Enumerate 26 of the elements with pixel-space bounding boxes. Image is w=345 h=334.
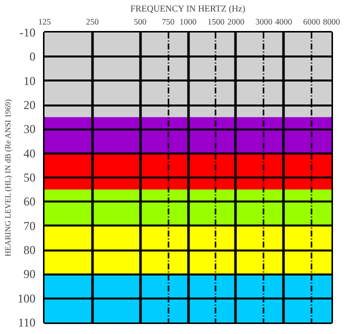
y-tick-label: 110: [18, 316, 36, 330]
x-tick-label: 1000: [180, 16, 196, 26]
x-axis-title: FREQUENCY IN HERTZ (Hz): [130, 4, 246, 14]
y-tick-label: 20: [24, 98, 36, 112]
y-axis-title: HEARING LEVEL (HL) IN dB (Re ANSI 1969): [4, 98, 12, 256]
y-tick-label: 50: [24, 170, 36, 184]
y-tick-label: 80: [24, 243, 36, 257]
x-tick-label: 8000: [323, 16, 340, 26]
y-tick-label: -10: [20, 26, 36, 40]
x-tick-label: 6000: [303, 16, 320, 26]
x-tick-label: 500: [134, 16, 147, 26]
y-tick-label: 10: [24, 74, 36, 88]
y-tick-label: 70: [24, 218, 36, 233]
y-tick-label: 90: [24, 267, 36, 282]
y-tick-label: 100: [18, 291, 36, 306]
y-tick-label: 40: [24, 146, 36, 160]
x-tick-label: 3000: [255, 16, 272, 26]
y-tick-label: 60: [24, 194, 36, 209]
y-tick-label: 0: [30, 50, 36, 64]
x-tick-label: 2000: [227, 16, 244, 26]
x-tick-label: 4000: [275, 16, 292, 26]
x-tick-label: 250: [86, 16, 99, 26]
y-tick-label: 30: [24, 122, 36, 136]
x-tick-label: 1500: [207, 16, 224, 26]
x-tick-label: 750: [162, 16, 175, 26]
x-tick-label: 125: [38, 16, 51, 26]
